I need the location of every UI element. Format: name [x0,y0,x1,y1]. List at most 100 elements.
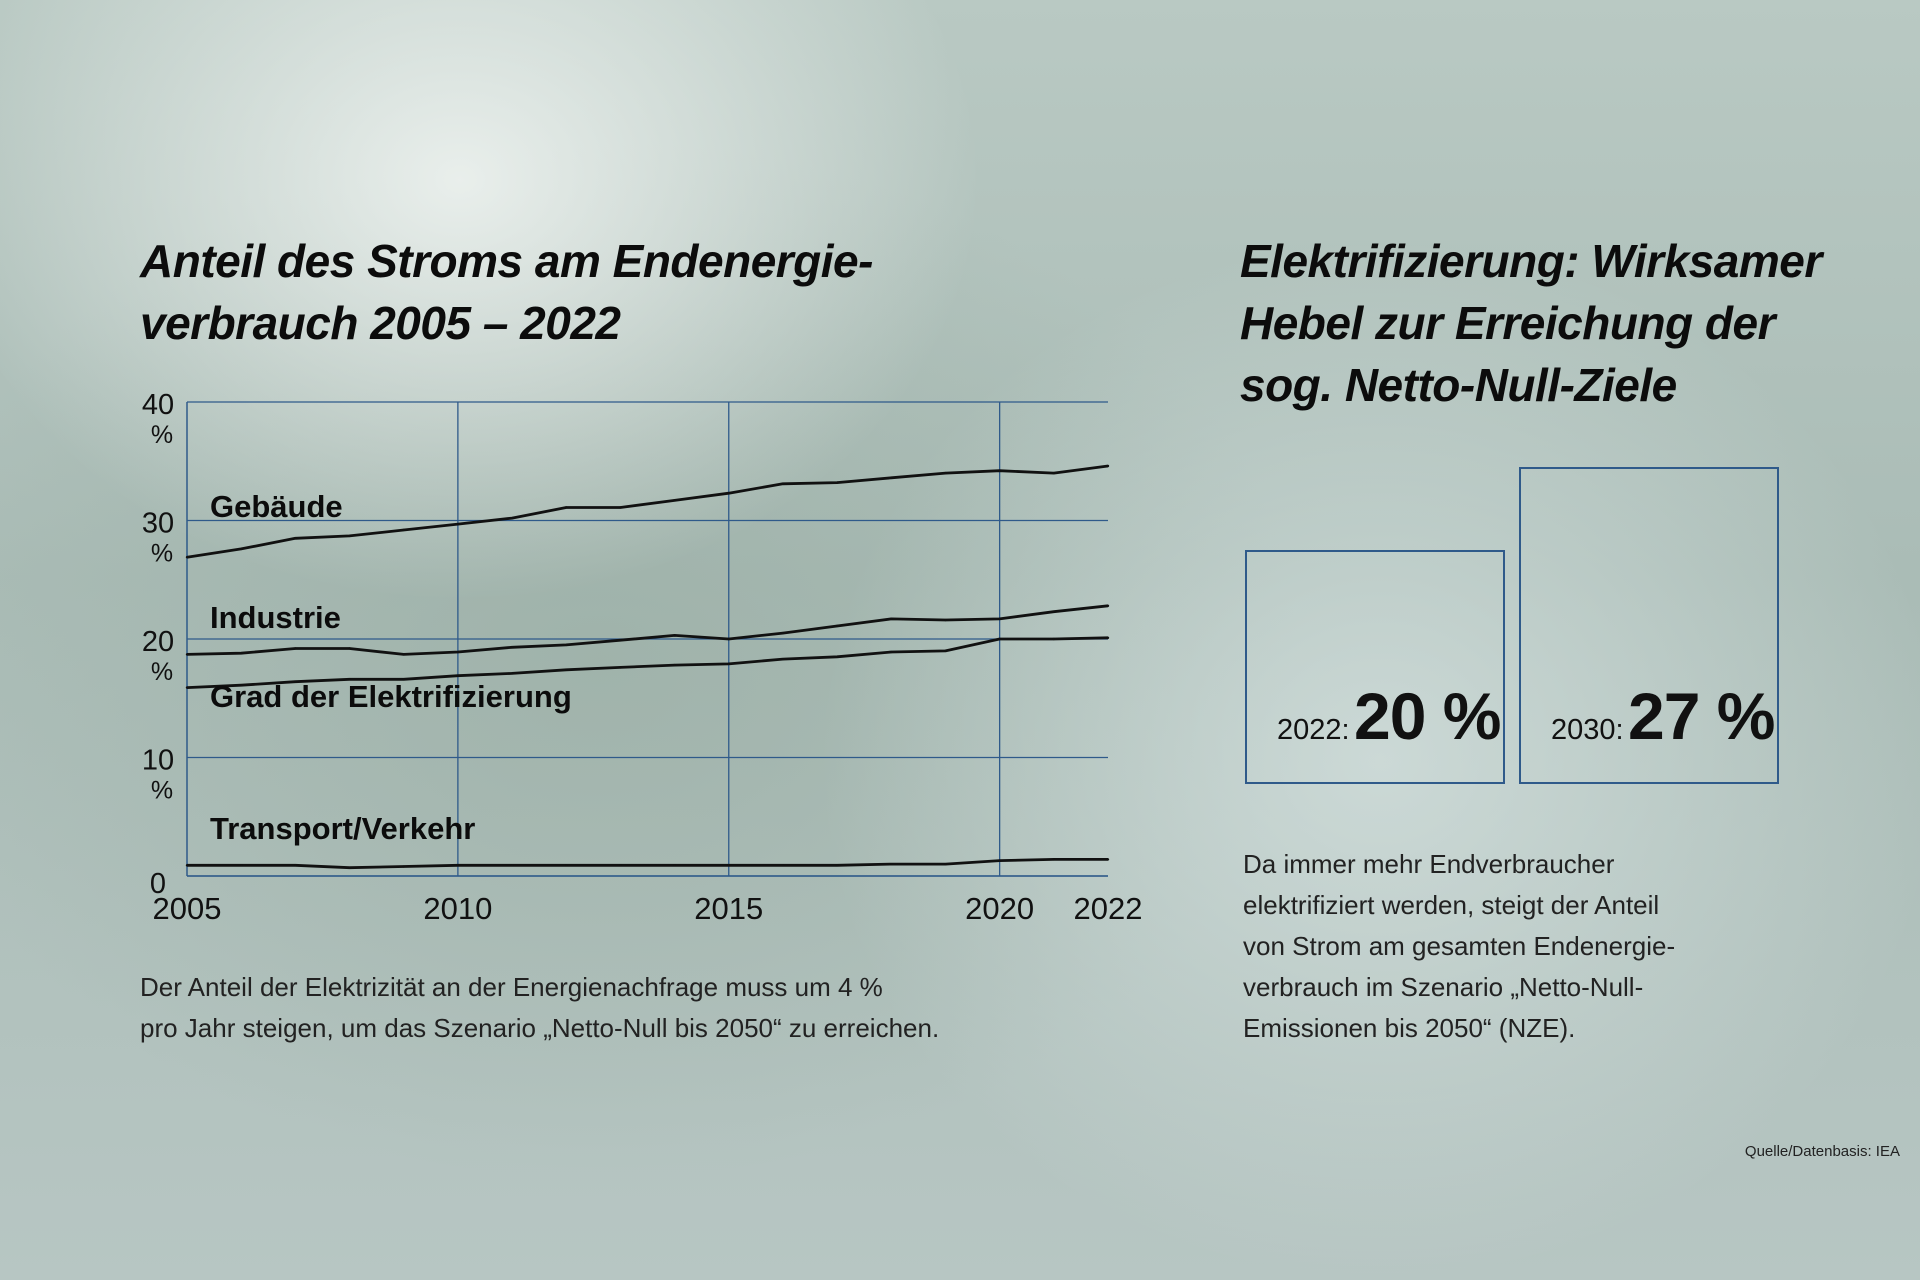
share-box-2030: 2030: 27 % [1519,467,1779,784]
series-label-1: Gebäude [210,489,343,524]
data-point-s1-2014 [673,499,676,502]
data-point-s4-2019 [944,862,947,866]
data-point-s1-2012 [565,506,568,509]
data-point-s1-2009 [402,528,405,532]
data-point-s2-2017 [835,624,839,628]
electrification-description-line-2: elektrifiziert werden, steigt der Anteil [1243,890,1660,920]
data-point-s4-2016 [781,864,785,867]
electrification-description: Da immer mehr Endverbraucher elektrifizi… [1243,844,1763,1049]
data-point-s1-2019 [944,471,947,475]
electrification-title-line-1: Elektrifizierung: Wirksamer [1240,235,1822,287]
data-point-s2-2007 [294,647,297,650]
data-point-s1-2015 [727,492,730,495]
data-point-s2-2006 [239,652,243,655]
data-point-s4-2008 [348,866,351,869]
y-tick-unit-20: % [151,658,173,686]
data-point-s3-2007 [294,680,297,683]
x-tick-label-2015: 2015 [694,891,763,926]
data-point-s2-2018 [890,617,893,621]
electrification-title: Elektrifizierung: Wirksamer Hebel zur Er… [1240,230,1840,416]
data-point-s4-2021 [1052,858,1056,861]
data-point-s2-2009 [402,653,405,656]
data-point-s2-2005 [185,653,189,656]
data-point-s3-2010 [456,674,460,677]
data-point-s1-2021 [1052,471,1056,475]
data-point-s4-2014 [673,864,676,867]
data-point-s4-2007 [294,864,297,867]
data-point-s4-2009 [402,865,405,868]
data-point-s3-2020 [998,637,1001,641]
share-box-2022-value: 20 % [1354,679,1501,753]
series-line-2 [186,604,1109,656]
data-point-s1-2006 [239,547,243,551]
data-point-s4-2020 [998,859,1001,862]
data-point-s1-2020 [998,469,1001,472]
data-point-s3-2013 [619,666,622,669]
data-point-s3-2021 [1052,637,1056,641]
data-point-s2-2022 [1106,604,1110,608]
data-point-s4-2018 [890,862,893,866]
chart-description: Der Anteil der Elektrizität an der Energ… [140,967,1040,1049]
electrification-description-line-3: von Strom am gesamten Endenergie- [1243,931,1676,961]
electrification-description-line-1: Da immer mehr Endverbraucher [1243,849,1615,879]
x-tick-label-2010: 2010 [423,891,492,926]
data-point-s3-2017 [835,655,839,658]
series-label-2: Industrie [210,600,341,635]
data-point-s3-2022 [1106,636,1110,640]
data-point-s2-2019 [944,618,947,622]
share-box-2030-value: 27 % [1628,679,1775,753]
y-tick-label-10: 10 [142,745,174,777]
data-point-s4-2006 [239,864,243,867]
electrification-description-line-5: Emissionen bis 2050“ (NZE). [1243,1013,1576,1043]
electrification-description-line-4: verbrauch im Szenario „Netto-Null- [1243,972,1644,1002]
chart-title-line-1: Anteil des Stroms am Endenergie- [140,235,873,287]
y-tick-label-20: 20 [142,626,174,658]
y-tick-label-30: 30 [142,508,174,540]
share-box-2022-text: 2022: 20 % [1277,678,1501,754]
data-point-s3-2005 [185,686,189,689]
x-tick-label-2022: 2022 [1074,891,1143,926]
data-point-s1-2005 [185,556,189,559]
y-tick-label-40: 40 [142,389,174,421]
data-point-s1-2018 [890,476,893,480]
data-point-s3-2019 [944,649,947,653]
data-point-s3-2018 [890,650,893,654]
data-point-s1-2017 [835,481,839,484]
chart-description-line-2: pro Jahr steigen, um das Szenario „Netto… [140,1013,940,1043]
chart-description-line-1: Der Anteil der Elektrizität an der Energ… [140,972,883,1002]
share-box-2022: 2022: 20 % [1245,550,1505,784]
electrification-title-line-2: Hebel zur Erreichung der [1240,297,1776,349]
data-point-s1-2016 [781,482,785,485]
data-point-s1-2010 [456,522,460,526]
share-box-2030-year: 2030: [1551,714,1624,746]
data-point-s4-2010 [456,864,460,867]
series-line-1 [186,464,1109,559]
data-point-s1-2022 [1106,464,1110,468]
data-point-s4-2013 [619,864,622,867]
data-point-s4-2015 [727,864,730,867]
series-label-3: Grad der Elektrifizierung [210,679,572,714]
data-point-s3-2012 [565,668,568,672]
series-line-4 [187,858,1108,870]
data-point-s3-2015 [727,662,730,666]
data-point-s4-2017 [835,864,839,867]
data-point-s4-2011 [510,864,514,867]
data-point-s2-2012 [565,643,568,647]
data-point-s3-2006 [239,684,243,687]
data-point-s2-2020 [998,617,1001,621]
data-point-s1-2007 [294,537,297,540]
data-point-s3-2011 [510,672,514,675]
x-tick-label-2020: 2020 [965,891,1034,926]
data-point-s4-2022 [1106,858,1110,861]
share-box-2030-text: 2030: 27 % [1551,678,1775,754]
data-point-s4-2005 [185,864,189,867]
series-label-4: Transport/Verkehr [210,811,475,846]
data-point-s4-2012 [565,864,568,867]
data-point-s3-2014 [673,663,676,667]
data-point-s1-2013 [619,506,622,509]
y-tick-unit-30: % [151,540,173,568]
data-point-s2-2010 [456,650,460,654]
data-point-s2-2013 [619,638,622,642]
chart-title: Anteil des Stroms am Endenergie- verbrau… [140,230,900,354]
